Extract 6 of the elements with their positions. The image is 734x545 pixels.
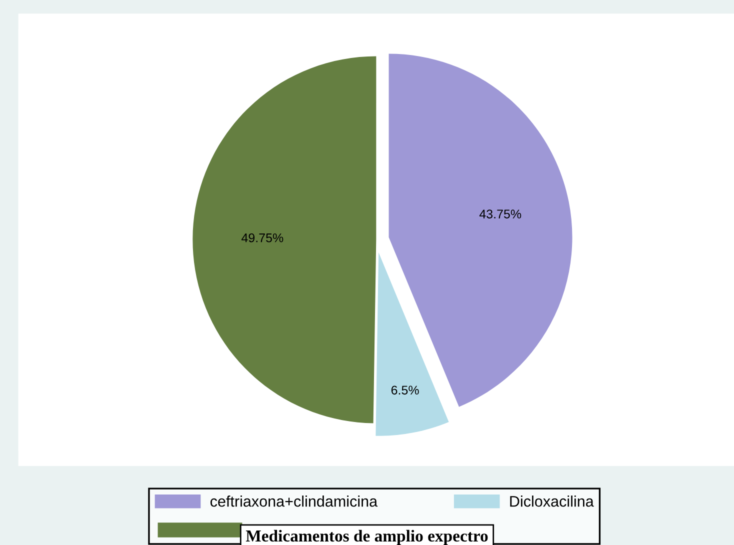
- text: Medicamentos de amplio expectro: [246, 530, 488, 545]
- legend-label: ceftriaxona+clindamicina: [210, 496, 378, 507]
- data-label: 49.75%: [242, 233, 284, 242]
- data-label: 6.5%: [391, 386, 419, 395]
- legend-label: Dicloxacilina: [510, 496, 594, 507]
- data-label: 43.75%: [479, 210, 522, 218]
